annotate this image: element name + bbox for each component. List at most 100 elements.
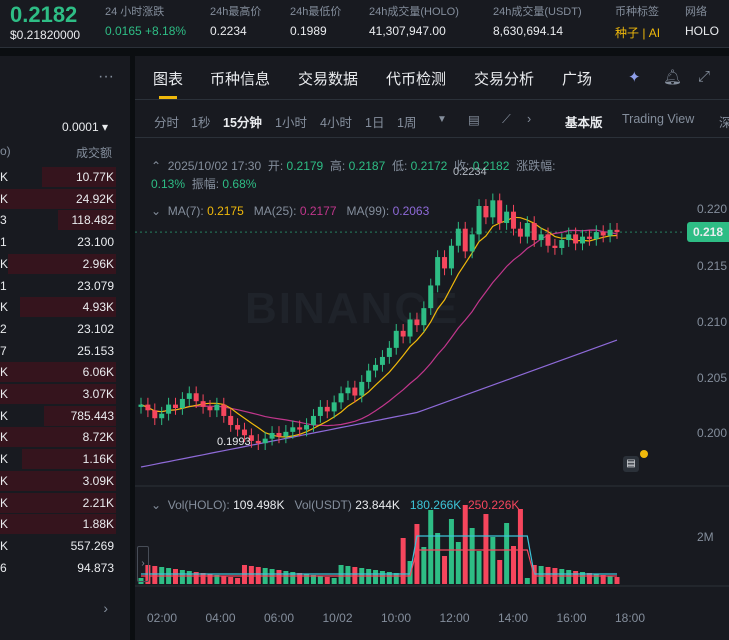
candle-body [269,432,275,439]
volume-bar [586,573,592,584]
orderbook-row[interactable]: K 3.09K [0,470,124,492]
orderbook-row[interactable]: 3 118.482 [0,209,124,231]
candle-body [331,402,337,412]
indicator-icon[interactable]: ⟋ [502,112,511,126]
orderbook-row[interactable]: 7 25.153 [0,340,124,362]
tab-trade-analysis[interactable]: 交易分析 [474,71,535,88]
tf-timeline[interactable]: 分时 [154,116,180,130]
view-basic[interactable]: 基本版 [565,116,603,130]
orderbook-row[interactable]: 2 23.102 [0,318,124,340]
candle-body [566,234,572,241]
tf-4h[interactable]: 4小时 [320,116,352,130]
candle-body [200,401,206,407]
volume-bar [283,571,289,584]
candle-body [379,356,385,365]
candle-body [310,415,316,426]
candle-body [559,240,565,248]
depth-bar [8,253,116,274]
candle-body [442,257,448,269]
candlestick-chart[interactable]: 02:00 04:00 06:00 10/02 10:00 12:00 14:00 16:00… [135,56,729,640]
expand-icon[interactable]: ⤢ [698,68,711,85]
orderbook-row[interactable]: K 785.443 [0,405,124,427]
tab-token-check[interactable]: 代币检测 [386,71,447,88]
volume-bar [379,571,385,584]
candle-body [166,404,172,414]
stat-network[interactable]: 网络 HOLO [685,6,720,38]
candle-body [476,206,482,235]
volume-bar [607,576,613,584]
orderbook-row[interactable]: 1 23.100 [0,231,124,253]
scroll-left-handle[interactable]: › [137,546,149,582]
more-options-icon[interactable]: ··· [98,68,114,85]
chevron-right-icon[interactable]: › [103,600,108,616]
volume-bar [614,577,620,584]
volume-bar [580,572,586,584]
orderbook-row[interactable]: K 8.72K [0,426,124,448]
calendar-icon[interactable]: ▤ [468,113,480,127]
candle-body [435,257,441,286]
tf-1h[interactable]: 1小时 [275,116,307,130]
vol-ma1-line [141,535,617,575]
volume-bar [386,572,392,584]
candle-body [179,398,185,409]
stat-tags[interactable]: 币种标签 种子 | AI [615,6,661,40]
volume-bar [511,546,517,584]
note-icon[interactable]: ▤ [623,456,639,472]
candle-body [400,330,406,337]
candle-body [228,415,234,426]
orderbook-row[interactable]: K 2.21K [0,492,124,514]
ohlc-legend: ⌃ 2025/10/02 17:30 开: 0.2179 高: 0.2187 低… [151,159,556,191]
orderbook-row[interactable]: K 24.92K [0,188,124,210]
orderbook-row[interactable]: K 6.06K [0,361,124,383]
candle-body [386,347,392,357]
volume-bar [345,566,351,584]
volume-bar [517,509,523,584]
candle-body [497,200,503,224]
x-tick: 04:00 [206,611,236,625]
orderbook-price: K [0,256,9,271]
orderbook-row[interactable]: K 2.96K [0,253,124,275]
orderbook-row[interactable]: K 4.93K [0,296,124,318]
orderbook-price: K [0,170,9,184]
orderbook-row[interactable]: K 3.07K [0,383,124,405]
volume-bar [373,570,379,584]
volume-bar [152,566,158,584]
collapse-icon: ⌄ [151,204,165,218]
volume-bar [235,578,241,584]
orderbook-price: 1 [0,235,7,250]
volume-bar [469,528,475,584]
tab-square[interactable]: 广场 [562,71,593,88]
precision-select[interactable]: 0.0001 ▾ [61,120,108,134]
candle-body [345,387,351,394]
orderbook-price: 7 [0,343,7,358]
depth-bar [0,514,116,535]
view-tradingview[interactable]: Trading View [622,112,695,126]
orderbook-total: 3.07K [82,387,114,401]
volume-bar [462,505,468,584]
tab-trade-data[interactable]: 交易数据 [298,71,359,88]
volume-bar [483,514,489,584]
tf-15m[interactable]: 15分钟 [223,116,262,130]
orderbook-row[interactable]: K 1.16K [0,448,124,470]
candle-body [324,406,330,412]
view-depth[interactable]: 深 [719,116,729,130]
orderbook-row[interactable]: 6 94.873 [0,557,124,579]
candle-body [221,404,227,416]
tab-coin-info[interactable]: 币种信息 [210,71,271,88]
tf-1d[interactable]: 1日 [365,116,385,130]
ma7-line [140,216,618,438]
ai-sparkle-icon[interactable]: ✦ [628,69,641,86]
orderbook-row[interactable]: K 10.77K [0,166,124,188]
orderbook-row[interactable]: K 1.88K [0,513,124,535]
tab-chart[interactable]: 图表 [153,71,184,88]
orderbook-total: 23.102 [77,321,114,336]
tf-1w[interactable]: 1周 [397,116,417,130]
tf-more-dropdown-icon[interactable]: ▼ [437,114,447,125]
bell-icon[interactable]: 🔔︎ [663,69,683,86]
orderbook-row[interactable]: 1 23.079 [0,275,124,297]
candle-body [428,285,434,309]
x-tick: 02:00 [147,611,177,625]
orderbook-row[interactable]: K 557.269 [0,535,124,557]
tf-1s[interactable]: 1秒 [191,116,211,130]
chevron-right-icon[interactable]: › [527,112,532,126]
